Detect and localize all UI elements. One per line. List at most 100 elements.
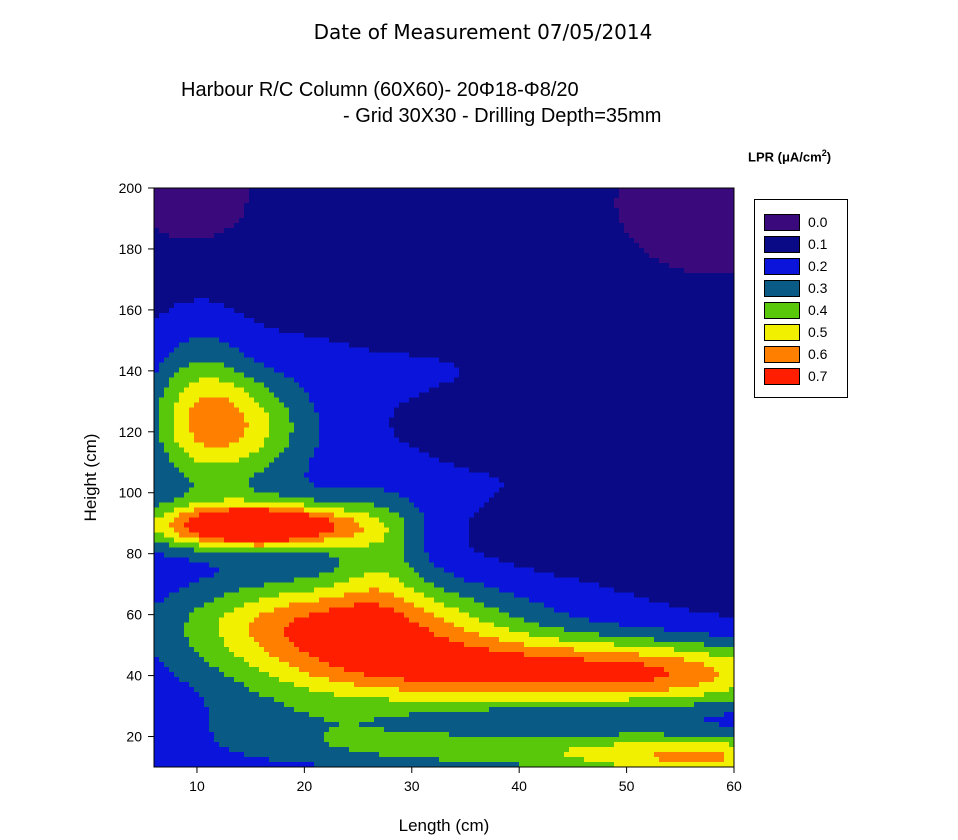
heatmap-cell (164, 397, 170, 404)
heatmap-cell (414, 342, 420, 349)
heatmap-cell (354, 302, 360, 309)
heatmap-cell (564, 197, 570, 204)
heatmap-cell (174, 232, 180, 239)
heatmap-cell (574, 337, 580, 344)
heatmap-cell (234, 347, 240, 354)
heatmap-cell (254, 237, 260, 244)
heatmap-cell (324, 272, 330, 279)
heatmap-cell (514, 272, 520, 279)
heatmap-cell (644, 192, 650, 199)
heatmap-cell (529, 382, 535, 389)
heatmap-cell (414, 347, 420, 354)
heatmap-cell (644, 377, 650, 384)
heatmap-cell (299, 392, 305, 399)
heatmap-cell (669, 372, 675, 379)
heatmap-cell (244, 188, 250, 194)
heatmap-cell (274, 212, 280, 219)
heatmap-cell (379, 242, 385, 249)
heatmap-cell (484, 307, 490, 314)
heatmap-cell (399, 202, 405, 209)
heatmap-cell (564, 212, 570, 219)
heatmap-cell (404, 267, 410, 274)
heatmap-cell (204, 242, 210, 249)
heatmap-cell (729, 297, 735, 304)
heatmap-cell (409, 387, 415, 394)
heatmap-cell (174, 252, 180, 259)
heatmap-cell (579, 297, 585, 304)
heatmap-cell (519, 192, 525, 199)
heatmap-cell (344, 367, 350, 374)
heatmap-cell (439, 322, 445, 329)
heatmap-cell (329, 267, 335, 274)
heatmap-cell (364, 297, 370, 304)
heatmap-cell (184, 277, 190, 284)
heatmap-cell (714, 347, 720, 354)
heatmap-cell (189, 287, 195, 294)
heatmap-cell (534, 217, 540, 224)
heatmap-cell (639, 297, 645, 304)
heatmap-cell (459, 367, 465, 374)
heatmap-cell (529, 252, 535, 259)
heatmap-cell (294, 307, 300, 314)
heatmap-cell (224, 192, 230, 199)
heatmap-cell (289, 227, 295, 234)
heatmap-cell (384, 387, 390, 394)
heatmap-cell (459, 252, 465, 259)
heatmap-cell (219, 372, 225, 379)
heatmap-cell (154, 347, 160, 354)
heatmap-cell (459, 392, 465, 399)
heatmap-cell (174, 222, 180, 229)
heatmap-cell (399, 352, 405, 359)
heatmap-cell (309, 317, 315, 324)
heatmap-cell (249, 188, 255, 194)
heatmap-cell (534, 197, 540, 204)
heatmap-cell (309, 337, 315, 344)
heatmap-cell (664, 262, 670, 269)
heatmap-cell (464, 207, 470, 214)
heatmap-cell (684, 277, 690, 284)
heatmap-cell (569, 242, 575, 249)
heatmap-cell (209, 342, 215, 349)
heatmap-cell (644, 232, 650, 239)
heatmap-cell (569, 327, 575, 334)
heatmap-cell (619, 312, 625, 319)
heatmap-cell (474, 332, 480, 339)
heatmap-cell (719, 252, 725, 259)
heatmap-cell (309, 197, 315, 204)
heatmap-cell (479, 212, 485, 219)
heatmap-cell (284, 212, 290, 219)
heatmap-cell (514, 327, 520, 334)
heatmap-cell (389, 297, 395, 304)
heatmap-cell (299, 272, 305, 279)
legend-item: 0.7 (764, 368, 848, 386)
heatmap-cell (709, 292, 715, 299)
heatmap-cell (559, 237, 565, 244)
heatmap-cell (374, 242, 380, 249)
heatmap-cell (274, 352, 280, 359)
heatmap-cell (554, 217, 560, 224)
heatmap-cell (499, 317, 505, 324)
heatmap-cell (729, 277, 735, 284)
heatmap-cell (429, 272, 435, 279)
heatmap-cell (654, 197, 660, 204)
heatmap-cell (694, 267, 700, 274)
heatmap-cell (694, 312, 700, 319)
heatmap-cell (704, 242, 710, 249)
heatmap-cell (344, 397, 350, 404)
heatmap-cell (524, 197, 530, 204)
heatmap-cell (634, 207, 640, 214)
heatmap-cell (444, 352, 450, 359)
heatmap-cell (589, 332, 595, 339)
heatmap-cell (619, 262, 625, 269)
heatmap-cell (249, 302, 255, 309)
heatmap-cell (539, 222, 545, 229)
heatmap-cell (589, 237, 595, 244)
heatmap-cell (229, 222, 235, 229)
heatmap-cell (224, 202, 230, 209)
heatmap-cell (194, 272, 200, 279)
heatmap-cell (619, 252, 625, 259)
heatmap-cell (309, 342, 315, 349)
heatmap-cell (684, 197, 690, 204)
heatmap-cell (634, 272, 640, 279)
heatmap-cell (234, 367, 240, 374)
